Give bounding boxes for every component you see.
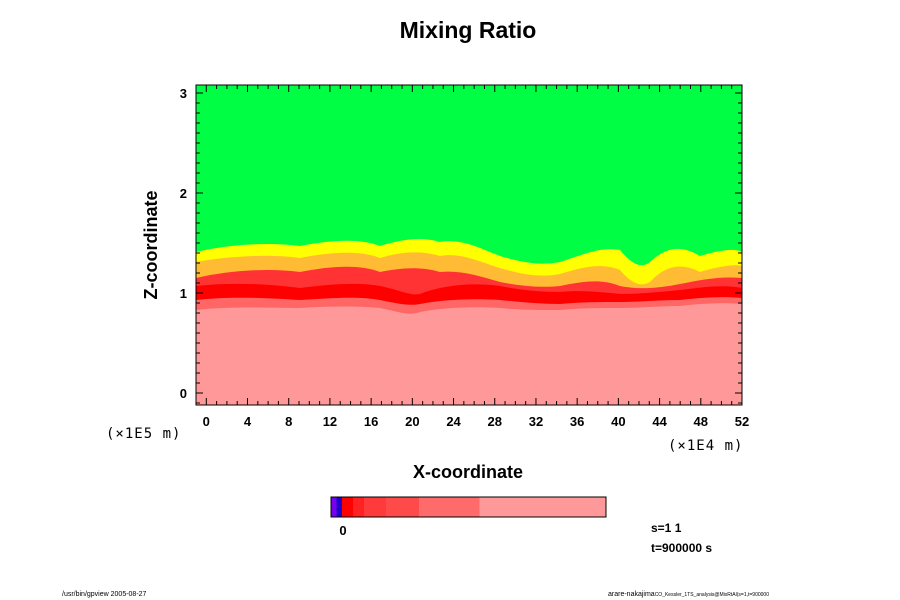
colorbar-tick-label: 0 <box>339 523 346 538</box>
colorbar-segment <box>479 497 607 517</box>
x-tick-label: 24 <box>446 414 461 429</box>
plot-frame <box>195 84 743 406</box>
colorbar <box>331 497 607 517</box>
colorbar-frame <box>330 496 607 518</box>
x-tick-label: 40 <box>611 414 625 429</box>
colorbar-segment <box>342 497 354 517</box>
x-tick-label: 16 <box>364 414 378 429</box>
y-scale-label: (×1E5 m) <box>106 426 181 442</box>
y-axis-label: Z-coordinate <box>141 190 161 299</box>
x-tick-label: 44 <box>652 414 667 429</box>
x-axis-label: X-coordinate <box>413 462 523 482</box>
mixing-ratio-field <box>196 85 742 405</box>
footer-right: arare-nakajimaCO_Kessler_1TS_analysis@Mi… <box>608 591 769 598</box>
y-tick-label: 1 <box>180 286 187 301</box>
x-tick-label: 36 <box>570 414 584 429</box>
y-tick-label: 3 <box>180 86 187 101</box>
colorbar-segment <box>331 497 337 517</box>
colorbar-segment <box>353 497 365 517</box>
footer-left: /usr/bin/gpview 2005-08-27 <box>62 591 147 598</box>
step-label: s=1 1 <box>651 521 682 535</box>
x-tick-label: 20 <box>405 414 419 429</box>
x-tick-label: 48 <box>694 414 708 429</box>
colorbar-segment <box>336 497 343 517</box>
chart-title: Mixing Ratio <box>400 17 537 43</box>
x-tick-label: 8 <box>285 414 292 429</box>
x-scale-label: (×1E4 m) <box>668 438 743 454</box>
footer-right-author: arare-nakajima <box>608 591 655 598</box>
footer-right-detail: CO_Kessler_1TS_analysis@MixRtAl(s=1,t=90… <box>655 592 770 598</box>
x-tick-label: 12 <box>323 414 337 429</box>
x-tick-label: 32 <box>529 414 543 429</box>
x-tick-label: 0 <box>203 414 210 429</box>
x-axis-ticks: 0 4 8 12 16 20 24 28 32 36 40 44 48 52 <box>195 85 749 429</box>
y-tick-label: 0 <box>180 386 187 401</box>
colorbar-segment <box>364 497 387 517</box>
y-tick-label: 2 <box>180 186 187 201</box>
x-tick-label: 28 <box>488 414 502 429</box>
region-base-pink <box>196 303 742 405</box>
x-tick-label: 52 <box>735 414 749 429</box>
y-axis-ticks: 0 1 2 3 <box>180 86 742 404</box>
time-label: t=900000 s <box>651 541 712 555</box>
colorbar-segment <box>419 497 480 517</box>
x-tick-label: 4 <box>244 414 252 429</box>
colorbar-segment <box>386 497 420 517</box>
